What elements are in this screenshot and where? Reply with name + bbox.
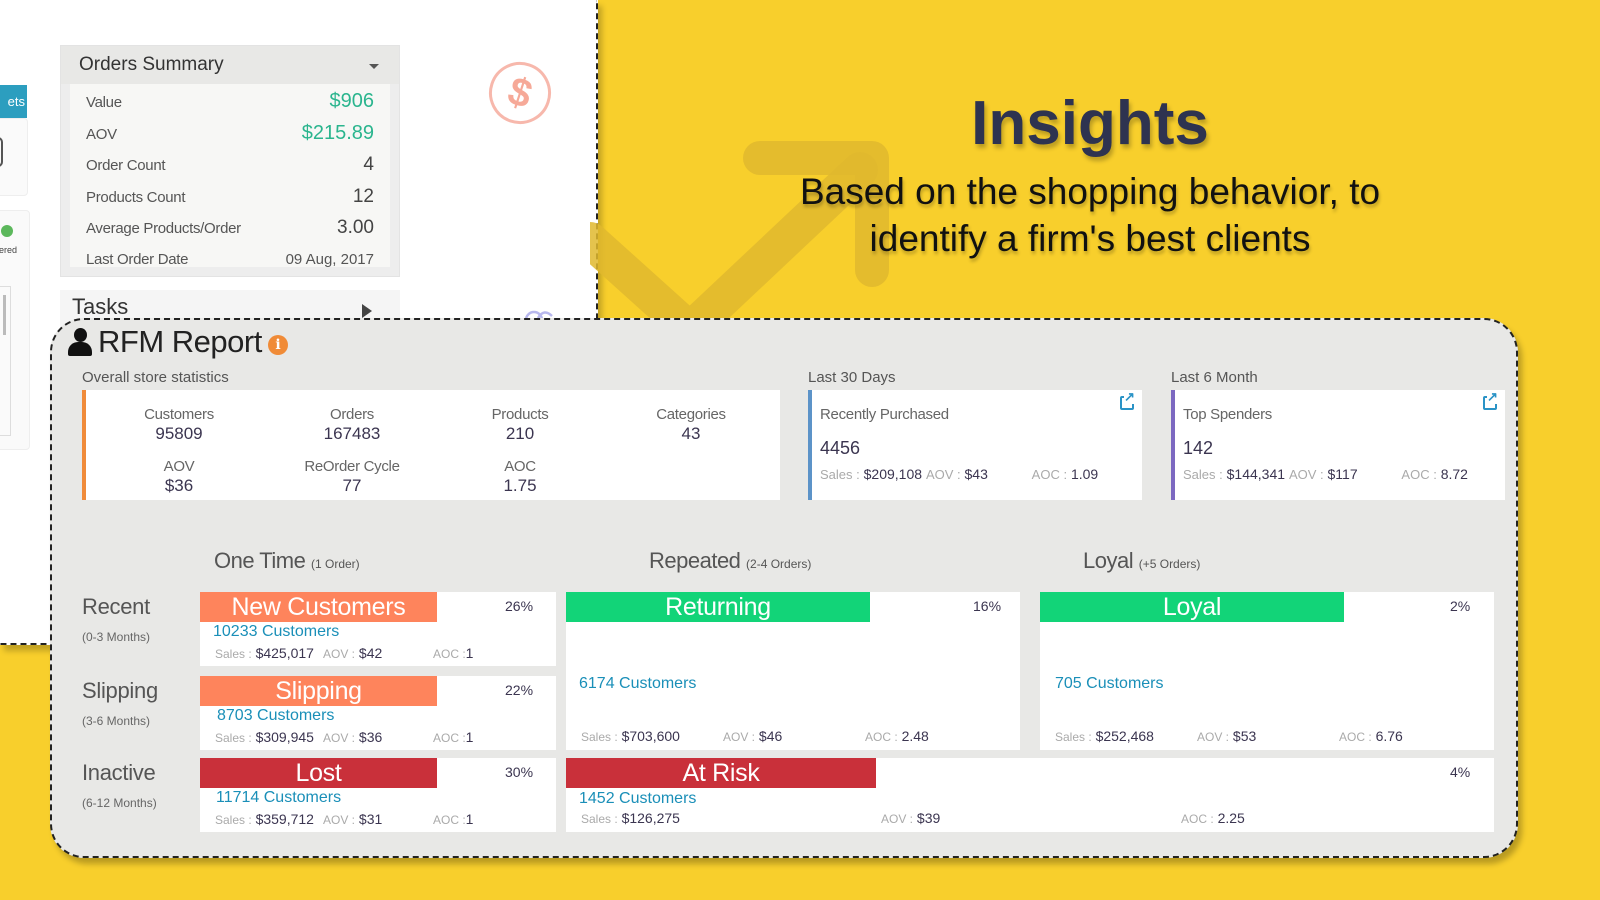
stat-orders: Orders 167483 [323,406,381,443]
caret-right-icon[interactable] [362,304,372,318]
info-icon[interactable]: i [267,335,288,355]
summary-row-aov: AOV $215.89 [86,121,374,144]
rfm-report-card: RFM Report i Overall store statistics Cu… [50,318,1518,858]
segment-customers-link[interactable]: 1452 Customers [579,790,697,807]
summary-row-order-count: Order Count 4 [86,154,374,175]
segment-percent: 22% [505,682,534,698]
stat-reorder-cycle: ReOrder Cycle 77 [304,458,400,495]
segment-percent: 26% [505,598,534,614]
orders-summary-body: Value $906 AOV $215.89 Order Count 4 Pro… [70,84,390,268]
segment-customers-link[interactable]: 10233 Customers [213,623,340,640]
top-spenders-card: Top Spenders 142 Sales : $144,341 AOV : … [1171,390,1505,500]
scrollbar[interactable] [0,286,11,436]
segment-slipping[interactable]: Slipping 22% 8703 Customers Sales : $309… [200,676,556,750]
column-header-loyal: Loyal (+5 Orders) [1083,548,1201,573]
sidebar-card [0,118,28,196]
segment-returning[interactable]: Returning 16% 6174 Customers Sales : $70… [566,592,1020,750]
segment-customers-link[interactable]: 8703 Customers [217,707,335,724]
segment-lost[interactable]: Lost 30% 11714 Customers Sales : $359,71… [200,758,556,832]
orders-summary-panel: Orders Summary Value $906 AOV $215.89 Or… [60,45,400,277]
recently-purchased-card: Recently Purchased 4456 Sales : $209,108… [808,390,1142,500]
segment-percent: 30% [505,764,534,780]
last-6-month-label: Last 6 Month [1171,369,1258,386]
stat-aoc: AOC 1.75 [503,458,537,495]
last-30-days-label: Last 30 Days [808,369,896,386]
column-header-one-time: One Time (1 Order) [214,548,360,573]
segment-loyal[interactable]: Loyal 2% 705 Customers Sales : $252,468 … [1040,592,1494,750]
overall-stats-box: Customers 95809 Orders 167483 Products 2… [82,390,780,500]
summary-row-last-order-date: Last Order Date 09 Aug, 2017 [86,250,374,268]
segment-customers-link[interactable]: 705 Customers [1055,675,1164,692]
segment-bar: Loyal [1040,592,1344,622]
external-link-icon[interactable] [1120,390,1135,410]
segment-bar: At Risk [566,758,876,788]
segment-percent: 4% [1450,764,1471,780]
summary-row-products-count: Products Count 12 [86,185,374,207]
segment-percent: 16% [973,598,1002,614]
segment-bar: Lost [200,758,437,788]
row-header-inactive: Inactive (6-12 Months) [82,760,157,810]
check-icon [1,225,13,237]
orders-summary-title: Orders Summary [79,54,224,75]
segment-percent: 2% [1450,598,1471,614]
stat-categories: Categories 43 [656,406,726,443]
summary-row-avg-products: Average Products/Order 3.00 [86,217,374,238]
segment-customers-link[interactable]: 11714 Customers [216,789,342,806]
overall-stats-label: Overall store statistics [82,369,229,386]
segment-customers-link[interactable]: 6174 Customers [579,675,697,692]
column-header-repeated: Repeated (2-4 Orders) [649,548,812,573]
hero-subtitle: Based on the shopping behavior, to ident… [799,171,1381,259]
segment-bar: Slipping [200,676,437,706]
dollar-circle-icon: $ [480,53,560,133]
signal-icon [520,302,560,322]
caret-down-icon[interactable] [369,64,379,69]
row-header-recent: Recent (0-3 Months) [82,594,151,644]
bracket-icon [0,137,3,167]
row-header-slipping: Slipping (3-6 Months) [82,678,158,728]
stat-products: Products 210 [491,406,549,443]
segment-bar: Returning [566,592,870,622]
rfm-report-title: RFM Report i [68,324,288,360]
sidebar-status-label: ered [0,245,18,255]
tasks-title: Tasks [72,294,129,319]
summary-row-value: Value $906 [86,90,374,112]
sidebar-status-card: ered [0,210,30,450]
stat-aov: AOV $36 [163,458,195,495]
sidebar-tab[interactable]: ets [0,85,27,118]
hero-title: Insights [971,89,1209,158]
segment-new-customers[interactable]: New Customers 26% 10233 Customers Sales … [200,592,556,666]
orders-summary-header[interactable]: Orders Summary [61,46,399,84]
user-icon [68,328,92,356]
external-link-icon[interactable] [1483,390,1498,410]
stat-customers: Customers 95809 [144,406,214,443]
segment-at-risk[interactable]: At Risk 4% 1452 Customers Sales : $126,2… [566,758,1494,832]
segment-bar: New Customers [200,592,437,622]
